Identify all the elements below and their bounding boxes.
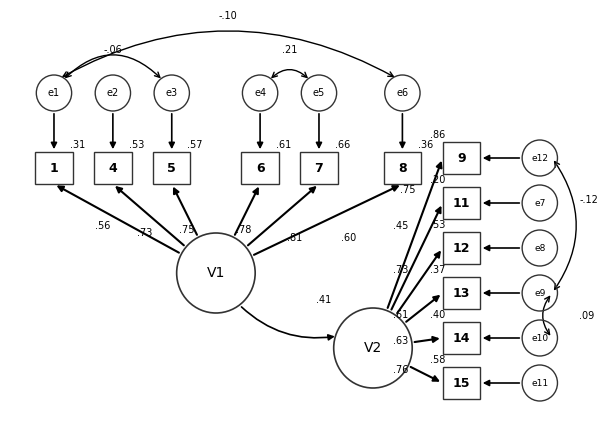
Text: .31: .31 [70,140,85,150]
Bar [153,152,190,184]
Text: 13: 13 [452,287,470,300]
Text: e3: e3 [166,88,178,98]
Text: .40: .40 [430,310,446,320]
Text: e12: e12 [532,154,548,163]
Text: e1: e1 [48,88,60,98]
Text: .45: .45 [393,221,408,231]
Text: .20: .20 [430,175,446,185]
Bar [443,277,480,309]
Text: .36: .36 [418,140,433,150]
Text: .58: .58 [430,355,446,365]
Text: 11: 11 [452,197,470,210]
Text: .75: .75 [400,185,415,195]
Text: 8: 8 [398,161,407,175]
Text: 1: 1 [50,161,58,175]
Text: .73: .73 [393,265,408,275]
Text: -.12: -.12 [579,195,598,205]
Text: .86: .86 [430,130,446,140]
Text: .56: .56 [95,221,111,231]
Text: .81: .81 [287,233,302,243]
Text: 14: 14 [452,332,470,345]
Bar [443,187,480,219]
Text: e8: e8 [534,244,545,253]
Text: .37: .37 [430,265,446,275]
Bar [443,367,480,399]
Bar [301,152,338,184]
Text: .73: .73 [137,228,152,238]
Bar [384,152,421,184]
Text: .41: .41 [316,295,332,305]
Text: e9: e9 [534,289,545,297]
Text: .09: .09 [579,311,595,321]
Text: .57: .57 [187,140,203,150]
Text: .61: .61 [276,140,291,150]
Text: 5: 5 [167,161,176,175]
Text: 7: 7 [314,161,323,175]
Text: V1: V1 [207,266,225,280]
Bar [94,152,131,184]
Text: .53: .53 [128,140,144,150]
Text: e10: e10 [531,333,548,343]
Bar [443,142,480,174]
Text: .78: .78 [236,225,251,235]
Text: -.06: -.06 [103,45,122,55]
Text: -.10: -.10 [218,11,237,21]
Text: e7: e7 [534,198,545,207]
Text: e6: e6 [397,88,409,98]
Bar [443,232,480,264]
Text: .60: .60 [341,233,356,243]
Text: 15: 15 [452,376,470,389]
Bar [241,152,279,184]
Text: e4: e4 [254,88,266,98]
Text: e5: e5 [313,88,325,98]
Text: .75: .75 [179,225,194,235]
Text: 9: 9 [457,151,466,164]
Text: 4: 4 [109,161,117,175]
Text: .61: .61 [393,310,408,320]
Text: e11: e11 [531,379,548,388]
Text: .63: .63 [393,336,408,346]
Text: 6: 6 [256,161,265,175]
Text: .76: .76 [393,365,408,375]
Text: V2: V2 [364,341,382,355]
Text: 12: 12 [452,241,470,254]
Text: .53: .53 [430,220,446,230]
Text: .66: .66 [335,140,350,150]
Bar [35,152,73,184]
Text: e2: e2 [107,88,119,98]
Bar [443,322,480,354]
Text: .21: .21 [282,45,297,55]
